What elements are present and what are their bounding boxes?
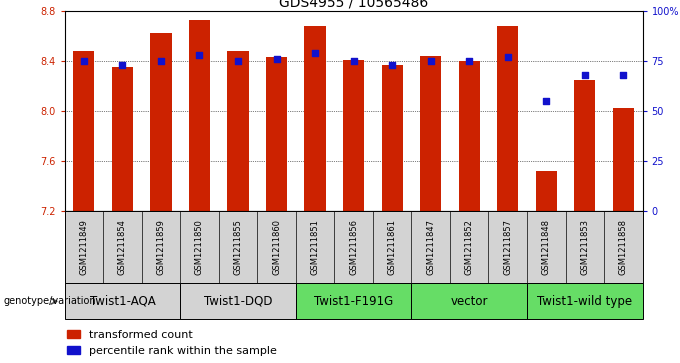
Point <box>156 58 167 64</box>
Point <box>78 58 89 64</box>
Bar <box>458 61 480 211</box>
Point <box>541 98 551 103</box>
Bar <box>574 79 596 211</box>
Text: GSM1211856: GSM1211856 <box>349 219 358 275</box>
Text: GSM1211847: GSM1211847 <box>426 219 435 275</box>
Bar <box>497 26 518 211</box>
Point <box>618 72 629 78</box>
Point <box>425 58 436 64</box>
Text: GSM1211858: GSM1211858 <box>619 219 628 275</box>
Bar <box>420 56 441 211</box>
Point <box>309 50 320 56</box>
Bar <box>266 57 287 211</box>
Point <box>579 72 590 78</box>
Text: GSM1211851: GSM1211851 <box>311 219 320 275</box>
Text: Twist1-F191G: Twist1-F191G <box>314 295 393 308</box>
Bar <box>381 65 403 211</box>
Text: genotype/variation: genotype/variation <box>3 296 96 306</box>
Text: GSM1211859: GSM1211859 <box>156 219 165 275</box>
Point <box>271 56 282 62</box>
Text: percentile rank within the sample: percentile rank within the sample <box>89 346 277 356</box>
Bar <box>73 51 95 211</box>
Point <box>348 58 359 64</box>
Text: Twist1-AQA: Twist1-AQA <box>90 295 155 308</box>
Bar <box>536 171 557 211</box>
Bar <box>343 60 364 211</box>
Text: GSM1211854: GSM1211854 <box>118 219 127 275</box>
Text: GSM1211850: GSM1211850 <box>195 219 204 275</box>
Point <box>194 52 205 58</box>
Text: GSM1211848: GSM1211848 <box>542 219 551 275</box>
Bar <box>411 283 527 319</box>
Text: GSM1211849: GSM1211849 <box>80 219 88 275</box>
Text: GSM1211853: GSM1211853 <box>580 219 590 275</box>
Bar <box>613 108 634 211</box>
Bar <box>67 330 80 338</box>
Text: transformed count: transformed count <box>89 330 192 340</box>
Text: GSM1211861: GSM1211861 <box>388 219 396 275</box>
Bar <box>112 67 133 211</box>
Bar <box>296 283 411 319</box>
Bar <box>67 346 80 354</box>
Text: GSM1211860: GSM1211860 <box>272 219 281 275</box>
Bar <box>65 283 180 319</box>
Title: GDS4955 / 10565486: GDS4955 / 10565486 <box>279 0 428 10</box>
Point <box>233 58 243 64</box>
Text: Twist1-DQD: Twist1-DQD <box>204 295 272 308</box>
Bar <box>180 283 296 319</box>
Point <box>387 62 398 68</box>
Point <box>117 62 128 68</box>
Bar <box>527 283 643 319</box>
Text: vector: vector <box>450 295 488 308</box>
Point <box>503 54 513 60</box>
Bar <box>189 20 210 211</box>
Bar <box>305 26 326 211</box>
Point <box>464 58 475 64</box>
Text: Twist1-wild type: Twist1-wild type <box>537 295 632 308</box>
Bar <box>227 51 249 211</box>
Text: GSM1211855: GSM1211855 <box>233 219 243 275</box>
Text: GSM1211857: GSM1211857 <box>503 219 512 275</box>
Bar <box>150 33 171 211</box>
Text: GSM1211852: GSM1211852 <box>464 219 474 275</box>
